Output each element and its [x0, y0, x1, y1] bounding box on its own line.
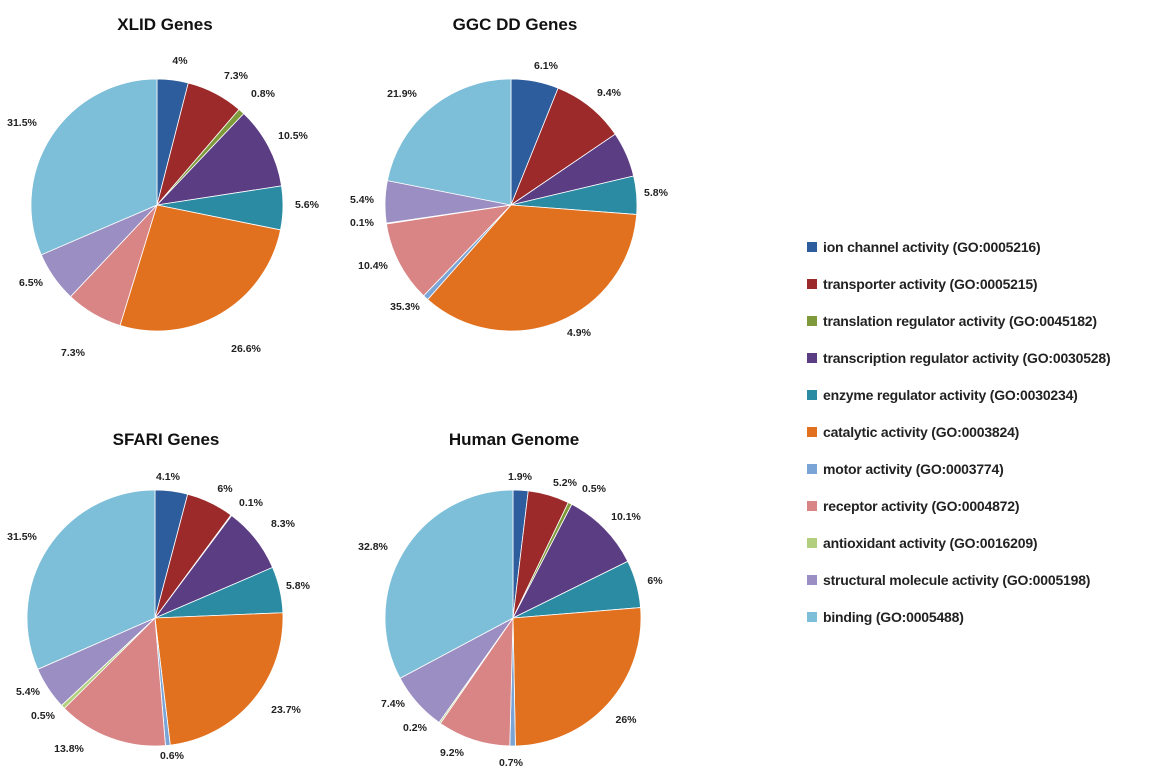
- legend-item: transcription regulator activity (GO:003…: [807, 339, 1167, 376]
- data-label: 0.5%: [582, 483, 607, 495]
- legend-swatch: [807, 574, 817, 585]
- legend-label: motor activity (GO:0003774): [823, 460, 1004, 477]
- legend-item: structural molecule activity (GO:0005198…: [807, 561, 1167, 598]
- legend-label: binding (GO:0005488): [823, 608, 964, 625]
- data-label: 4%: [172, 55, 188, 67]
- data-label: 9.2%: [440, 747, 465, 759]
- data-label: 21.9%: [387, 88, 417, 100]
- legend-label: transcription regulator activity (GO:003…: [823, 349, 1111, 366]
- legend-item: binding (GO:0005488): [807, 598, 1167, 635]
- legend-label: translation regulator activity (GO:00451…: [823, 312, 1097, 329]
- data-label: 35.3%: [390, 301, 420, 313]
- data-label: 0.8%: [251, 88, 276, 100]
- data-label: 5.4%: [16, 686, 41, 698]
- data-label: 0.1%: [239, 497, 264, 509]
- pie-slice: [63, 617, 166, 747]
- data-label: 0.2%: [403, 722, 428, 734]
- legend-swatch: [807, 278, 817, 289]
- legend-label: receptor activity (GO:0004872): [823, 497, 1020, 514]
- data-label: 6%: [217, 483, 233, 495]
- pie-slice: [386, 78, 512, 206]
- data-label: 4.1%: [156, 471, 181, 483]
- data-label: 8.3%: [271, 518, 296, 530]
- data-label: 31.5%: [7, 117, 37, 129]
- data-label: 10.5%: [278, 130, 308, 142]
- pie-slice: [155, 113, 282, 206]
- legend-label: structural molecule activity (GO:0005198…: [823, 571, 1091, 588]
- data-label: 5.8%: [286, 580, 311, 592]
- legend-swatch: [807, 463, 817, 474]
- data-label: 6%: [647, 575, 663, 587]
- data-label: 5.4%: [350, 194, 375, 206]
- data-label: 10.4%: [358, 260, 388, 272]
- data-label: 7.3%: [61, 347, 86, 359]
- legend-swatch: [807, 500, 817, 511]
- legend-swatch: [807, 426, 817, 437]
- data-label: 5.6%: [295, 199, 320, 211]
- pie-slice: [427, 204, 638, 332]
- pie-slice: [119, 204, 281, 332]
- pie-slice: [512, 503, 629, 619]
- data-label: 6.1%: [534, 60, 559, 72]
- legend-label: transporter activity (GO:0005215): [823, 275, 1038, 292]
- data-label: 1.9%: [508, 471, 533, 483]
- legend-label: catalytic activity (GO:0003824): [823, 423, 1020, 440]
- legend-item: ion channel activity (GO:0005216): [807, 228, 1167, 265]
- pie-slice: [26, 489, 156, 670]
- legend-label: antioxidant activity (GO:0016209): [823, 534, 1038, 551]
- data-label: 0.5%: [31, 710, 56, 722]
- data-label: 32.8%: [358, 541, 388, 553]
- legend-swatch: [807, 241, 817, 252]
- data-label: 10.1%: [611, 511, 641, 523]
- legend-swatch: [807, 389, 817, 400]
- legend-item: catalytic activity (GO:0003824): [807, 413, 1167, 450]
- chart-title: GGC DD Genes: [453, 15, 578, 34]
- data-label: 5.8%: [644, 187, 669, 199]
- data-label: 0.6%: [160, 750, 185, 762]
- legend-item: translation regulator activity (GO:00451…: [807, 302, 1167, 339]
- data-label: 7.4%: [381, 698, 406, 710]
- pie-slice: [384, 489, 514, 679]
- data-label: 26.6%: [231, 343, 261, 355]
- data-label: 0.7%: [499, 757, 524, 769]
- pie-slice: [154, 612, 284, 746]
- legend-item: antioxidant activity (GO:0016209): [807, 524, 1167, 561]
- data-label: 26%: [615, 714, 637, 726]
- legend-item: transporter activity (GO:0005215): [807, 265, 1167, 302]
- data-label: 13.8%: [54, 743, 84, 755]
- legend-swatch: [807, 352, 817, 363]
- data-label: 23.7%: [271, 704, 301, 716]
- data-label: 7.3%: [224, 70, 249, 82]
- pie-slice: [30, 78, 158, 256]
- pie-slice: [512, 607, 642, 747]
- chart-title: Human Genome: [449, 430, 579, 449]
- data-label: 31.5%: [7, 531, 37, 543]
- legend-label: enzyme regulator activity (GO:0030234): [823, 386, 1078, 403]
- legend: ion channel activity (GO:0005216) transpo…: [807, 228, 1167, 635]
- data-label: 6.5%: [19, 277, 44, 289]
- chart-title: XLID Genes: [117, 15, 212, 34]
- legend-swatch: [807, 611, 817, 622]
- pie-chart: Human Genome 1.9% 5.2% 0.5% 10.1% 6% 26% 0.7% 9.…: [358, 430, 663, 769]
- pie-chart: GGC DD Genes 6.1% 9.4% 5.8% 4.9% 35.3% 10.4% 0.…: [350, 15, 669, 339]
- legend-item: enzyme regulator activity (GO:0030234): [807, 376, 1167, 413]
- legend-label: ion channel activity (GO:0005216): [823, 238, 1041, 255]
- legend-swatch: [807, 537, 817, 548]
- legend-item: receptor activity (GO:0004872): [807, 487, 1167, 524]
- data-label: 9.4%: [597, 87, 622, 99]
- data-label: 4.9%: [567, 327, 592, 339]
- data-label: 5.2%: [553, 477, 578, 489]
- pie-slice: [385, 204, 513, 297]
- chart-title: SFARI Genes: [113, 430, 220, 449]
- legend-swatch: [807, 315, 817, 326]
- legend-item: motor activity (GO:0003774): [807, 450, 1167, 487]
- pie-chart: SFARI Genes 4.1% 6% 0.1% 8.3% 5.8% 23.7% 0.6% 13…: [7, 430, 311, 762]
- data-label: 0.1%: [350, 217, 375, 229]
- pie-chart: XLID Genes4%7.3%0.8%10.5%5.6%26.6%7.3%6.…: [7, 15, 320, 359]
